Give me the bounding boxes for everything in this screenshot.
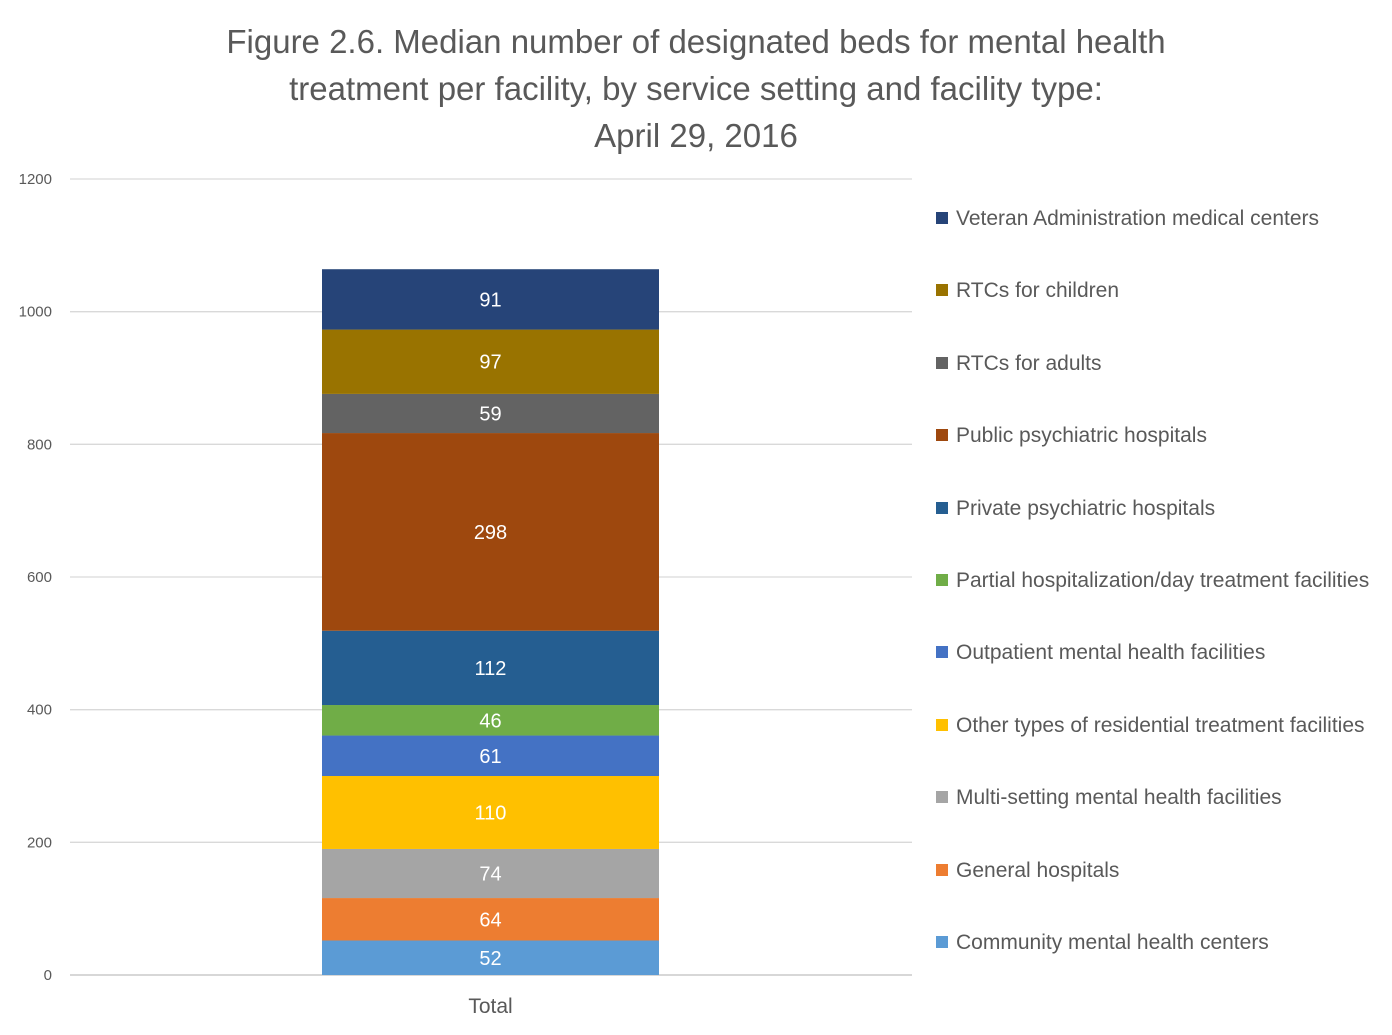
- legend-swatch: [936, 284, 948, 297]
- legend-swatch: [936, 863, 948, 876]
- legend-swatch: [936, 429, 948, 442]
- legend-label: Partial hospitalization/day treatment fa…: [956, 569, 1370, 592]
- y-axis-ticks: 0 200 400 600 800 1000 1200: [19, 171, 52, 984]
- data-label: 59: [479, 403, 501, 425]
- data-label: 46: [479, 710, 501, 732]
- legend-label: Other types of residential treatment fac…: [956, 713, 1365, 737]
- bar-segment: [322, 776, 659, 849]
- bar-segment: [322, 705, 659, 736]
- legend-item: Community mental health centers: [936, 928, 1376, 958]
- bar-segment: [322, 393, 659, 434]
- legend: Veteran Administration medical centers RT…: [936, 0, 1386, 1035]
- legend-swatch: [936, 212, 948, 224]
- legend-item: Partial hospitalization/day treatment fa…: [936, 566, 1376, 596]
- legend-swatch: [936, 501, 948, 514]
- legend-swatch: [936, 646, 948, 659]
- bar-segment: [322, 848, 659, 899]
- legend-swatch: [936, 791, 948, 804]
- bar-segment: [322, 735, 659, 776]
- bar-stack: 52 64 74 110 61 46 112 298 59 97 91: [322, 269, 659, 975]
- legend-item: Public psychiatric hospitals: [936, 421, 1376, 451]
- legend-item: Outpatient mental health facilities: [936, 638, 1376, 668]
- data-label: 97: [479, 352, 501, 374]
- bar-segment: [322, 269, 659, 330]
- y-tick-label: 1000: [19, 304, 52, 321]
- legend-label: Public psychiatric hospitals: [956, 424, 1207, 448]
- legend-item: Multi-setting mental health facilities: [936, 783, 1376, 813]
- data-label: 298: [474, 522, 507, 544]
- chart-title-line: treatment per facility, by service setti…: [289, 70, 1103, 107]
- bar-segment: [322, 630, 659, 706]
- legend-item: RTCs for adults: [936, 349, 1376, 379]
- legend-label: Multi-setting mental health facilities: [956, 786, 1282, 810]
- data-label: 112: [475, 658, 507, 680]
- legend-item: Veteran Administration medical centers: [936, 204, 1376, 234]
- y-tick-label: 600: [27, 569, 52, 586]
- data-label: 52: [479, 948, 501, 970]
- legend-swatch: [936, 574, 948, 586]
- y-tick-label: 0: [44, 967, 52, 984]
- legend-label: Veteran Administration medical centers: [956, 207, 1320, 230]
- bar-segment: [322, 329, 659, 394]
- legend-label: Private psychiatric hospitals: [956, 496, 1216, 520]
- bar-segment: [322, 940, 659, 975]
- x-axis-ticks: Total: [468, 995, 512, 1018]
- y-tick-label: 200: [27, 834, 52, 851]
- y-tick-label: 800: [27, 436, 52, 453]
- data-label: 91: [479, 289, 501, 311]
- data-label: 74: [479, 864, 501, 886]
- legend-label: General hospitals: [956, 858, 1120, 882]
- legend-label: Community mental health centers: [956, 931, 1269, 954]
- data-label: 110: [475, 802, 507, 824]
- chart-title-line: Figure 2.6. Median number of designated …: [226, 23, 1166, 60]
- legend-item: Other types of residential treatment fac…: [936, 711, 1376, 741]
- chart-title: Figure 2.6. Median number of designated …: [0, 18, 1392, 159]
- legend-item: General hospitals: [936, 856, 1376, 886]
- legend-label: RTCs for children: [956, 279, 1119, 303]
- legend-swatch: [936, 356, 948, 369]
- data-label: 61: [479, 746, 501, 768]
- legend-swatch: [936, 718, 948, 731]
- legend-label: Outpatient mental health facilities: [956, 641, 1266, 665]
- bar-segment: [322, 898, 659, 941]
- legend-label: RTCs for adults: [956, 351, 1102, 375]
- x-tick-label: Total: [468, 995, 512, 1018]
- legend-item: RTCs for children: [936, 276, 1376, 306]
- y-tick-label: 400: [27, 702, 52, 719]
- legend-swatch: [936, 936, 948, 948]
- y-tick-label: 1200: [19, 171, 52, 188]
- chart-title-line: April 29, 2016: [594, 117, 798, 154]
- legend-item: Private psychiatric hospitals: [936, 494, 1376, 524]
- bar-segment: [322, 433, 659, 631]
- data-label: 64: [479, 909, 501, 931]
